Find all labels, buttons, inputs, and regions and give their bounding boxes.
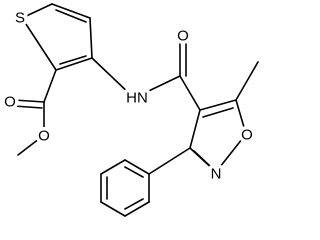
atom-label: S [15,10,25,27]
atom-label: O [241,127,253,144]
atom-label: O [38,128,50,145]
atom-label: O [177,28,189,45]
bonds [13,3,259,217]
atom-label: N [211,166,222,183]
atom-label: O [4,94,16,111]
molecule-diagram: S O O HN O O N [1,3,259,217]
atom-labels: S O O HN O O N [1,6,257,186]
atom-label: HN [126,90,148,107]
